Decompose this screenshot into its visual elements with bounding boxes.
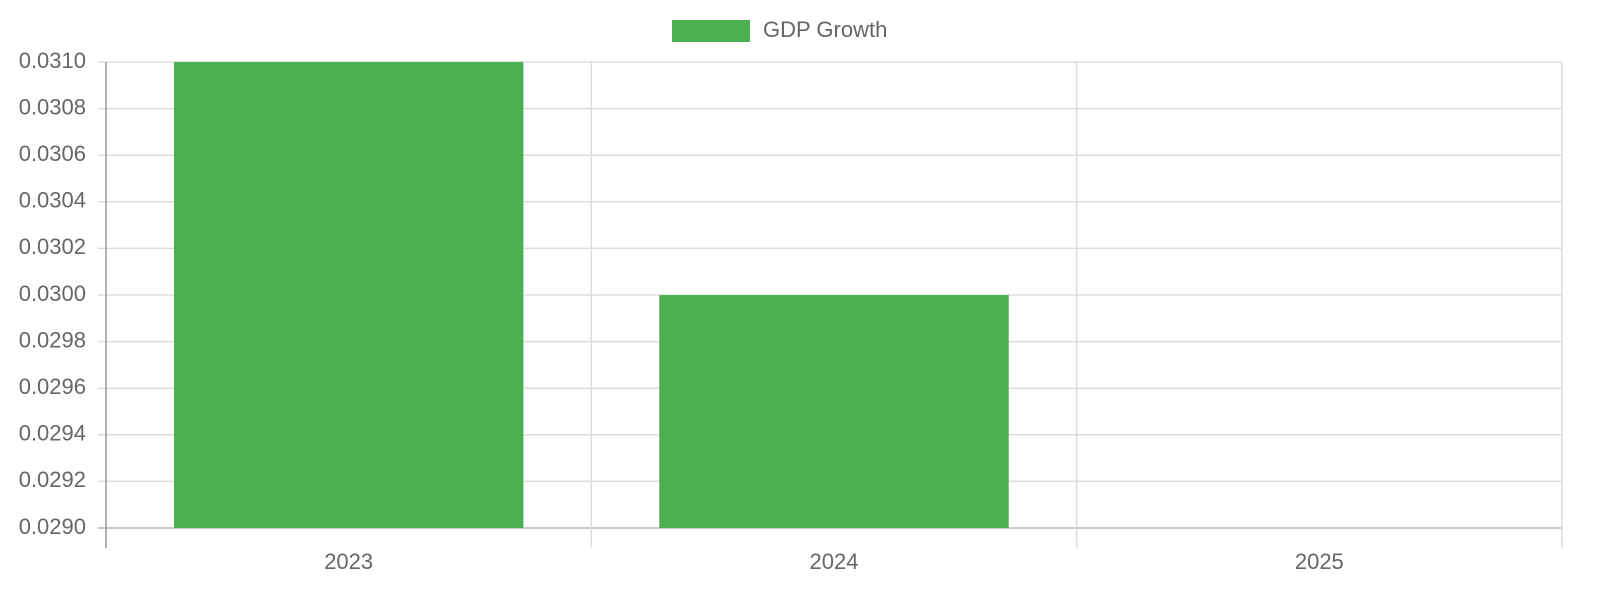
y-tick-label: 0.0302 [19,234,86,259]
y-tick-label: 0.0298 [19,327,86,352]
y-tick-label: 0.0308 [19,94,86,119]
x-tick-label: 2024 [810,549,859,574]
y-tick-label: 0.0310 [19,48,86,73]
y-tick-label: 0.0306 [19,141,86,166]
legend-label: GDP Growth [763,17,887,42]
x-tick-label: 2023 [324,549,373,574]
x-tick-label: 2025 [1295,549,1344,574]
bar [173,62,524,528]
bar [659,295,1009,528]
y-tick-label: 0.0296 [19,374,86,399]
legend-swatch [672,20,750,42]
y-tick-label: 0.0290 [19,514,86,539]
y-tick-label: 0.0304 [19,188,86,213]
y-tick-label: 0.0292 [19,467,86,492]
y-tick-label: 0.0300 [19,281,86,306]
y-tick-label: 0.0294 [19,421,86,446]
